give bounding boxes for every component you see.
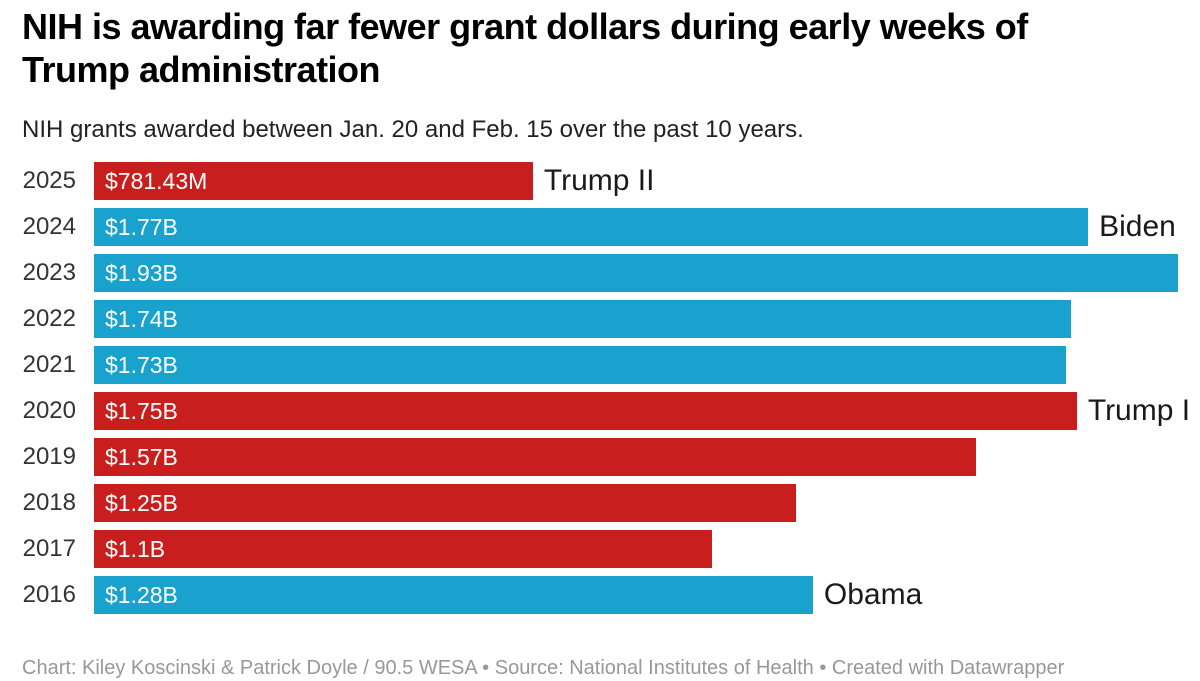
- bar[interactable]: $1.57B: [94, 438, 976, 476]
- bar[interactable]: $1.74B: [94, 300, 1072, 338]
- bar-value-label: $1.73B: [105, 351, 178, 378]
- chart-row: 2020 $1.75B Trump I: [22, 392, 1190, 430]
- bar-value-label: $1.77B: [105, 213, 178, 240]
- chart-row: 2022 $1.74B: [22, 300, 1178, 338]
- bar-value-label: $1.93B: [105, 259, 178, 286]
- bar-track: $1.28B Obama: [94, 576, 1178, 614]
- bar[interactable]: $1.75B: [94, 392, 1077, 430]
- title-line-1: NIH is awarding far fewer grant dollars …: [22, 6, 1028, 47]
- president-annotation: Trump I: [1087, 394, 1191, 427]
- president-annotation: Trump II: [543, 164, 655, 197]
- chart-row: 2021 $1.73B: [22, 346, 1178, 384]
- year-label: 2018: [22, 489, 76, 516]
- chart-title: NIH is awarding far fewer grant dollars …: [22, 0, 1178, 91]
- bar[interactable]: $1.25B: [94, 484, 797, 522]
- bar-track: $781.43M Trump II: [94, 162, 1178, 200]
- bar-track: $1.74B: [94, 300, 1178, 338]
- bar-value-label: $1.57B: [105, 443, 178, 470]
- bar-value-label: $1.75B: [105, 397, 178, 424]
- bar[interactable]: $1.28B: [94, 576, 813, 614]
- bar[interactable]: $1.93B: [94, 254, 1178, 292]
- datawrapper-chart: NIH is awarding far fewer grant dollars …: [22, 0, 1190, 679]
- chart-footer: Chart: Kiley Koscinski & Patrick Doyle /…: [22, 657, 1065, 679]
- bar-value-label: $1.74B: [105, 305, 178, 332]
- year-label: 2022: [22, 305, 76, 332]
- bar[interactable]: $1.1B: [94, 530, 712, 568]
- chart-row: 2025 $781.43M Trump II: [22, 162, 1178, 200]
- year-label: 2023: [22, 259, 76, 286]
- bar-value-label: $1.28B: [105, 581, 178, 608]
- bar-chart: 2025 $781.43M Trump II 2024 $1.77B Biden 2023 $…: [22, 162, 1190, 614]
- chart-row: 2019 $1.57B: [22, 438, 1178, 476]
- bar-value-label: $781.43M: [105, 167, 208, 194]
- year-label: 2019: [22, 443, 76, 470]
- title-line-2: Trump administration: [22, 49, 381, 90]
- president-annotation: Biden: [1099, 210, 1176, 243]
- chart-row: 2017 $1.1B: [22, 530, 1178, 568]
- year-label: 2020: [22, 397, 76, 424]
- year-label: 2016: [22, 581, 76, 608]
- chart-subtitle: NIH grants awarded between Jan. 20 and F…: [22, 116, 804, 143]
- bar-value-label: $1.1B: [105, 535, 166, 562]
- bar-track: $1.57B: [94, 438, 1178, 476]
- bar[interactable]: $781.43M: [94, 162, 533, 200]
- bar-track: $1.93B: [94, 254, 1178, 292]
- bar-track: $1.1B: [94, 530, 1178, 568]
- year-label: 2024: [22, 213, 76, 240]
- chart-row: 2018 $1.25B: [22, 484, 1178, 522]
- bar-track: $1.75B Trump I: [94, 392, 1190, 430]
- chart-row: 2023 $1.93B: [22, 254, 1178, 292]
- bar[interactable]: $1.73B: [94, 346, 1066, 384]
- year-label: 2017: [22, 535, 76, 562]
- year-label: 2025: [22, 167, 76, 194]
- chart-row: 2016 $1.28B Obama: [22, 576, 1178, 614]
- bar[interactable]: $1.77B: [94, 208, 1089, 246]
- bar-value-label: $1.25B: [105, 489, 178, 516]
- chart-row: 2024 $1.77B Biden: [22, 208, 1178, 246]
- bar-track: $1.25B: [94, 484, 1178, 522]
- bar-track: $1.73B: [94, 346, 1178, 384]
- president-annotation: Obama: [823, 578, 923, 611]
- bar-track: $1.77B Biden: [94, 208, 1178, 246]
- year-label: 2021: [22, 351, 76, 378]
